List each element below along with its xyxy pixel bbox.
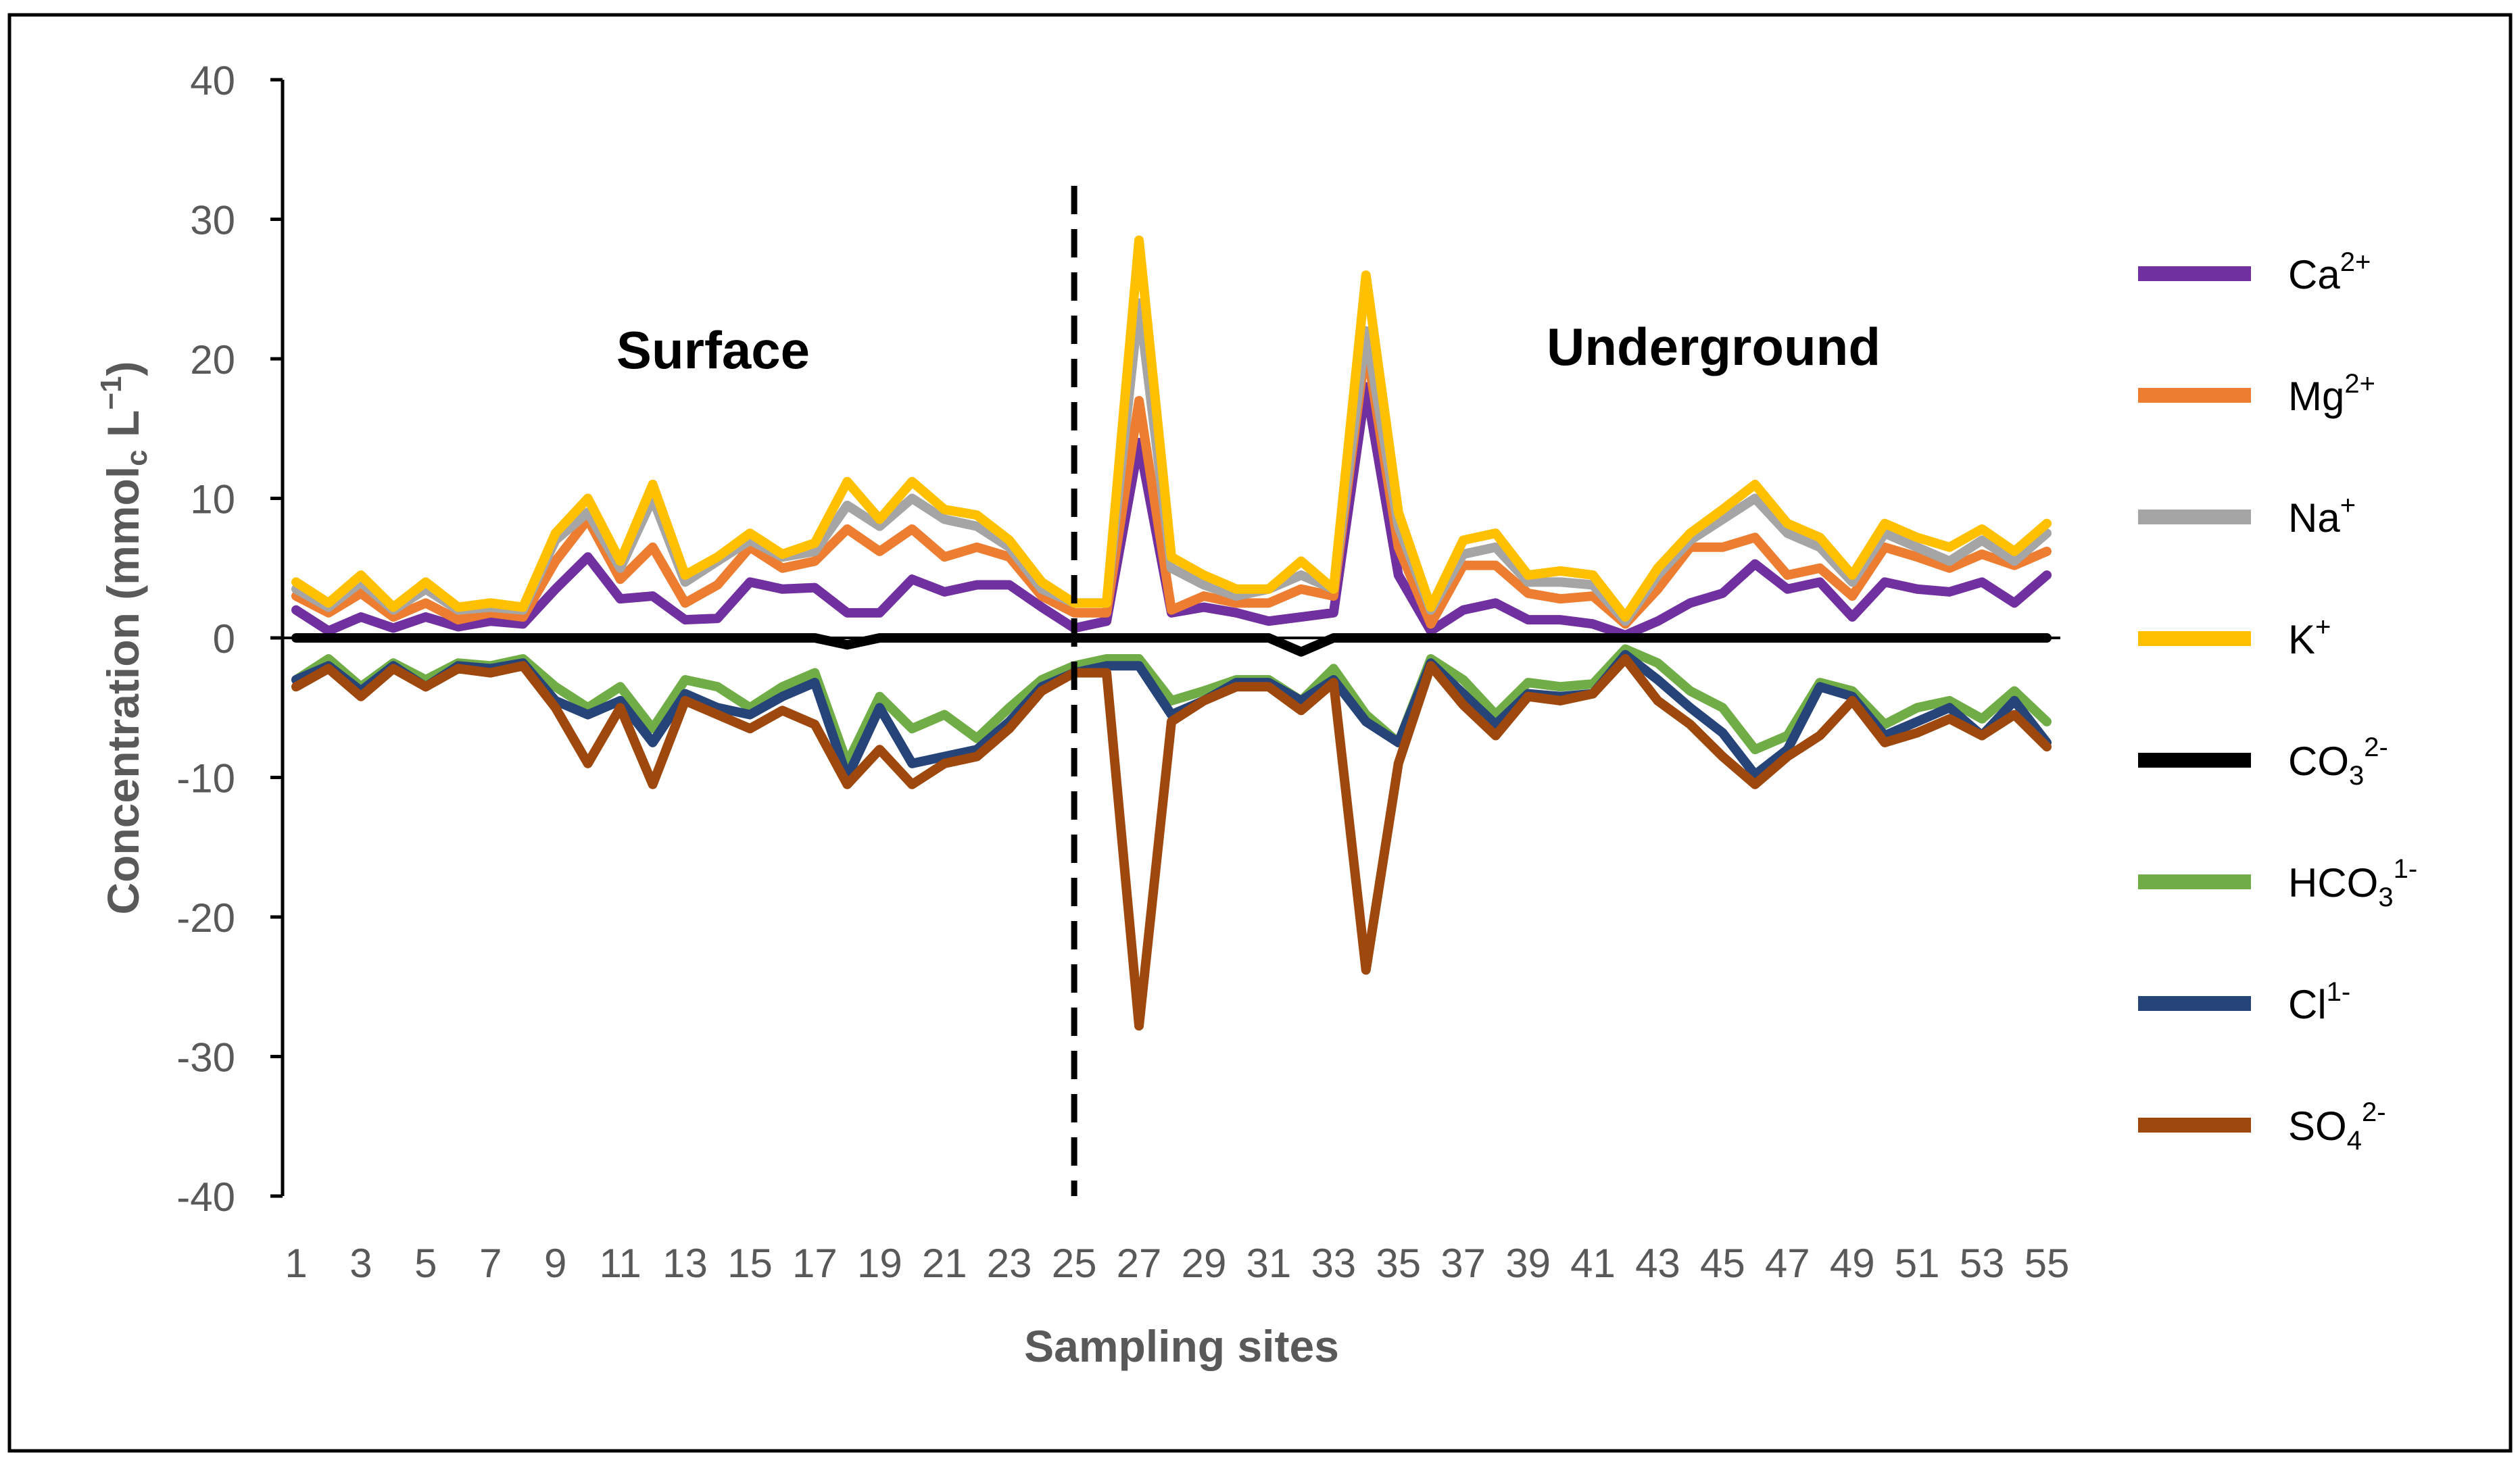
y-tick-label: -40 xyxy=(176,1174,235,1220)
x-tick-label: 31 xyxy=(1246,1241,1292,1286)
x-tick-label: 25 xyxy=(1052,1241,1097,1286)
x-tick-label: 53 xyxy=(1960,1241,2005,1286)
legend-label-base: Mg xyxy=(2288,374,2344,419)
legend-label-sub: 3 xyxy=(2349,761,2364,791)
x-tick-label: 13 xyxy=(662,1241,708,1286)
x-tick-label: 37 xyxy=(1440,1241,1486,1286)
y-axis-title: Concentration (mmolc L−1) xyxy=(95,362,153,915)
legend-label-sub: 4 xyxy=(2347,1126,2362,1156)
legend-label-base: SO xyxy=(2288,1104,2347,1149)
legend-label-base: Na xyxy=(2288,495,2340,541)
legend-label-sup: 2- xyxy=(2364,733,2388,762)
x-tick-label: 43 xyxy=(1635,1241,1680,1286)
y-tick-label: -30 xyxy=(176,1035,235,1081)
x-tick-label: 35 xyxy=(1376,1241,1421,1286)
y-tick-label: 20 xyxy=(190,337,235,382)
y-tick-label: 10 xyxy=(190,477,235,522)
y-tick-label: 0 xyxy=(213,616,235,662)
x-tick-label: 11 xyxy=(599,1241,641,1286)
legend-label-sup: + xyxy=(2340,491,2356,520)
legend-label-sup: 1- xyxy=(2327,977,2351,1007)
legend-label-sup: + xyxy=(2315,612,2331,642)
y-tick-label: 30 xyxy=(190,198,235,243)
x-tick-label: 39 xyxy=(1505,1241,1551,1286)
x-tick-label: 41 xyxy=(1570,1241,1616,1286)
legend-label-base: K xyxy=(2288,617,2315,662)
legend-label-sup: 2+ xyxy=(2340,247,2371,277)
chart-frame xyxy=(9,15,2511,1451)
legend-label-sup: 2+ xyxy=(2344,369,2375,399)
x-tick-label: 45 xyxy=(1700,1241,1745,1286)
y-title-unit: L xyxy=(98,410,148,450)
x-tick-label: 21 xyxy=(922,1241,967,1286)
legend-label-base: HCO xyxy=(2288,860,2378,906)
region-label-underground: Underground xyxy=(1547,317,1881,376)
x-tick-label: 55 xyxy=(2025,1241,2070,1286)
y-tick-label: 40 xyxy=(190,58,235,103)
x-tick-label: 27 xyxy=(1117,1241,1162,1286)
x-tick-label: 9 xyxy=(544,1241,566,1286)
region-label-surface: Surface xyxy=(616,320,810,380)
y-title-sup: −1 xyxy=(95,376,128,410)
x-tick-label: 15 xyxy=(727,1241,773,1286)
legend-label-base: CO xyxy=(2288,739,2349,784)
x-tick-label: 17 xyxy=(792,1241,838,1286)
x-tick-label: 3 xyxy=(349,1241,372,1286)
legend-label-sup: 2- xyxy=(2362,1097,2386,1127)
x-tick-label: 5 xyxy=(414,1241,437,1286)
y-title-sub: c xyxy=(120,449,153,466)
x-tick-label: 33 xyxy=(1311,1241,1356,1286)
y-tick-label: -10 xyxy=(176,756,235,801)
x-tick-label: 1 xyxy=(285,1241,307,1286)
y-title-main: Concentration (mmol xyxy=(98,466,148,915)
legend-label-sup: 1- xyxy=(2394,854,2418,884)
x-tick-label: 51 xyxy=(1895,1241,1940,1286)
y-tick-label: -20 xyxy=(176,895,235,941)
x-axis-title: Sampling sites xyxy=(1024,1321,1339,1371)
x-tick-label: 7 xyxy=(479,1241,502,1286)
x-tick-label: 29 xyxy=(1182,1241,1227,1286)
x-tick-label: 23 xyxy=(987,1241,1032,1286)
x-tick-label: 19 xyxy=(857,1241,902,1286)
legend-label-sub: 3 xyxy=(2378,883,2393,912)
x-tick-label: 49 xyxy=(1830,1241,1875,1286)
legend-label-base: Ca xyxy=(2288,252,2340,297)
y-title-close: ) xyxy=(98,362,148,376)
x-tick-label: 47 xyxy=(1765,1241,1810,1286)
legend-label-base: Cl xyxy=(2288,982,2327,1027)
